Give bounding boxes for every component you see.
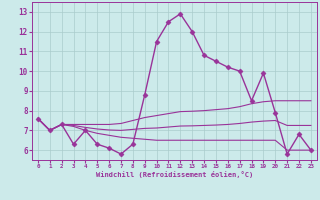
- X-axis label: Windchill (Refroidissement éolien,°C): Windchill (Refroidissement éolien,°C): [96, 171, 253, 178]
